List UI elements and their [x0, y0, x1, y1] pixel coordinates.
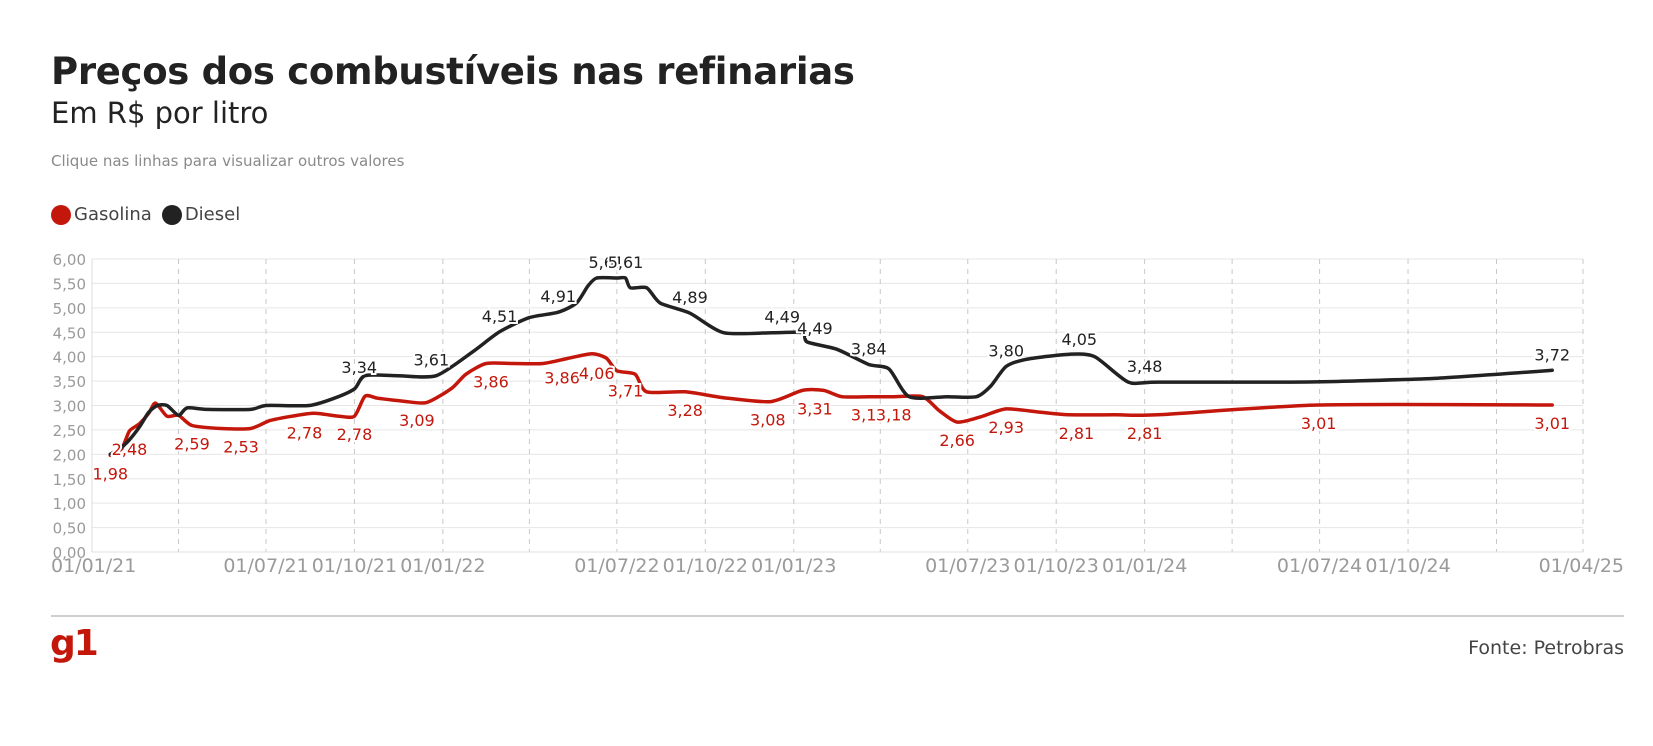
data-label-diesel: 4,51 [482, 307, 518, 326]
x-axis-ticks: 01/01/21 01/07/21 01/10/21 01/01/22 01/07/22… [51, 555, 1624, 577]
data-label-diesel: 4,91 [540, 287, 576, 306]
y-tick-label: 2,00 [53, 446, 86, 464]
data-labels: 1,982,48 2,59 2,532,78 2,783,093,86 3,864,06… [90, 251, 1572, 485]
y-tick-label: 4,00 [53, 349, 86, 367]
data-label-gasolina: 3,86 [544, 369, 580, 388]
y-tick-label: 4,50 [53, 324, 86, 342]
g1-logo: g1 [50, 623, 99, 664]
data-label-diesel: 5,61 [588, 253, 624, 272]
data-label-diesel: 3,80 [988, 341, 1024, 360]
chart-subtitle: Em R$ por litro [51, 96, 269, 130]
chart-grid [91, 258, 1584, 553]
x-tick-label: 01/04/25 [1539, 555, 1624, 577]
data-label-diesel: 3,72 [1534, 345, 1570, 364]
data-label-diesel: 3,48 [1127, 357, 1163, 376]
legend-item-gasolina[interactable]: Gasolina [51, 204, 152, 225]
x-tick-label: 01/10/21 [312, 555, 397, 577]
y-tick-label: 6,00 [53, 251, 86, 269]
legend-item-diesel[interactable]: Diesel [161, 204, 241, 225]
series-line-diesel[interactable] [108, 275, 1554, 457]
data-label-diesel: 4,49 [797, 319, 833, 338]
y-tick-label: 5,50 [53, 275, 86, 293]
data-label-gasolina: 2,81 [1127, 424, 1163, 443]
legend: Gasolina Diesel [51, 204, 250, 225]
data-label-diesel: 4,89 [672, 288, 708, 307]
x-tick-label: 01/07/21 [223, 555, 308, 577]
data-label-gasolina: 3,09 [399, 411, 435, 430]
footer-divider [51, 615, 1624, 617]
data-label-gasolina: 2,78 [337, 425, 373, 444]
data-label-gasolina: 3,18 [876, 406, 912, 425]
data-label-gasolina: 3,28 [667, 401, 703, 420]
legend-label-gasolina: Gasolina [74, 204, 152, 225]
legend-label-diesel: Diesel [184, 204, 241, 225]
data-label-gasolina: 2,78 [287, 424, 323, 443]
x-tick-label: 01/10/22 [663, 555, 748, 577]
x-tick-label: 01/07/24 [1277, 555, 1362, 577]
data-label-diesel: 4,49 [764, 308, 800, 327]
chart-series [108, 275, 1554, 458]
data-label-gasolina: 1,98 [92, 464, 128, 483]
data-label-gasolina: 4,06 [579, 364, 615, 383]
y-tick-label: 0,50 [53, 520, 86, 538]
data-label-gasolina: 2,81 [1059, 424, 1095, 443]
y-axis-ticks: 6,00 5,50 5,00 4,50 4,00 3,50 3,00 2,50 2,00 1,50… [53, 251, 86, 562]
data-label-gasolina: 3,86 [473, 373, 509, 392]
chart-hint: Clique nas linhas para visualizar outros… [51, 152, 405, 170]
x-tick-label: 01/07/22 [574, 555, 659, 577]
x-tick-label: 01/01/23 [751, 555, 836, 577]
y-tick-label: 5,00 [53, 300, 86, 318]
data-label-gasolina: 3,01 [1301, 414, 1337, 433]
data-label-gasolina: 2,48 [112, 440, 148, 459]
x-tick-label: 01/10/24 [1365, 555, 1450, 577]
data-label-diesel: 3,61 [414, 351, 450, 370]
series-line-gasolina[interactable] [108, 351, 1554, 458]
chart-title: Preços dos combustíveis nas refinarias [51, 50, 855, 93]
data-label-gasolina: 3,71 [608, 381, 644, 400]
data-label-gasolina: 3,18 [851, 406, 887, 425]
x-tick-label: 01/07/23 [925, 555, 1010, 577]
legend-swatch-gasolina [51, 204, 71, 225]
data-label-diesel: 5,61 [608, 253, 644, 272]
x-tick-label: 01/10/23 [1014, 555, 1099, 577]
data-label-gasolina: 2,66 [939, 431, 975, 450]
x-tick-label: 01/01/24 [1102, 555, 1187, 577]
data-label-gasolina: 3,31 [797, 399, 833, 418]
data-label-diesel: 3,84 [851, 339, 887, 358]
source-text: Fonte: Petrobras [1468, 637, 1624, 659]
y-tick-label: 1,50 [53, 471, 86, 489]
data-label-gasolina: 2,93 [988, 418, 1024, 437]
y-tick-label: 3,00 [53, 398, 86, 416]
data-label-diesel: 3,34 [341, 358, 377, 377]
x-tick-label: 01/01/21 [51, 555, 136, 577]
y-tick-label: 2,50 [53, 422, 86, 440]
data-label-gasolina: 2,53 [223, 437, 259, 456]
y-tick-label: 3,50 [53, 373, 86, 391]
x-tick-label: 01/01/22 [400, 555, 485, 577]
data-label-gasolina: 3,08 [750, 410, 786, 429]
legend-swatch-diesel [161, 204, 182, 225]
data-label-diesel: 4,05 [1061, 330, 1097, 349]
data-label-gasolina: 3,01 [1534, 414, 1570, 433]
data-label-gasolina: 2,59 [174, 435, 210, 454]
y-tick-label: 0,00 [53, 544, 86, 562]
y-tick-label: 1,00 [53, 495, 86, 513]
